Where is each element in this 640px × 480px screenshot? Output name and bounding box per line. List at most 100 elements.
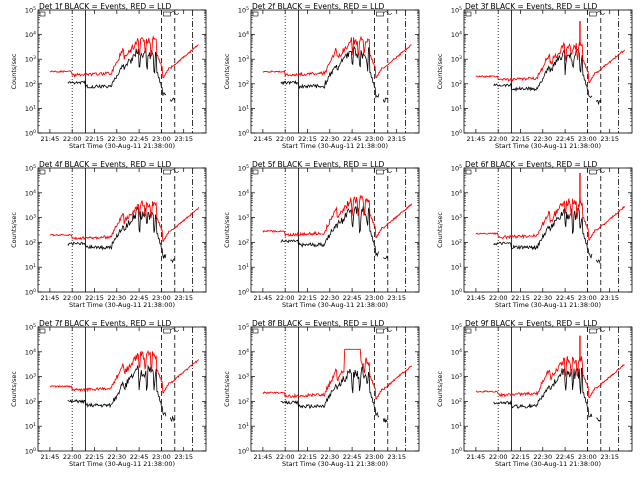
y-tick-label: 100 [451, 447, 462, 456]
flag-box-icon [465, 328, 472, 334]
y-tick-label: 104 [25, 189, 36, 198]
x-tick-label: 22:45 [343, 135, 362, 143]
lld-series-line [262, 348, 412, 400]
y-tick-label: 104 [25, 348, 36, 357]
y-tick-label: 102 [238, 397, 249, 406]
plot-frame [463, 167, 633, 293]
y-tick-label: 102 [451, 238, 462, 247]
y-tick-exponent: 0 [246, 288, 249, 294]
x-tick-label: 22:30 [533, 453, 552, 461]
flag-box-icon [376, 328, 384, 334]
y-tick-label: 105 [238, 6, 249, 15]
flag-box-icon [589, 11, 597, 17]
y-axis-label: Counts/sec [436, 53, 444, 89]
panel-title: Det 8f BLACK = Events, RED = LLD [252, 319, 385, 328]
y-tick-exponent: 3 [246, 55, 249, 61]
flag-box-icon [163, 11, 171, 17]
panel-title: Det 2f BLACK = Events, RED = LLD [252, 2, 385, 11]
x-tick-label: 23:15 [174, 453, 193, 461]
y-tick-exponent: 1 [33, 422, 36, 428]
y-tick-label: 102 [25, 80, 36, 89]
events-series-line [67, 206, 167, 260]
events-series-line [280, 46, 380, 99]
x-tick-label: 23:15 [387, 453, 406, 461]
y-tick-exponent: 1 [459, 104, 462, 110]
y-tick-exponent: 2 [459, 238, 462, 244]
events-series-line [596, 417, 602, 423]
x-tick-label: 22:30 [320, 135, 339, 143]
lld-series-line [49, 349, 199, 394]
events-series-line [493, 367, 593, 418]
x-tick-label: 22:00 [63, 294, 82, 302]
y-tick-exponent: 4 [246, 348, 249, 354]
x-tick-label: 22:30 [320, 294, 339, 302]
x-tick-label: 22:30 [107, 135, 126, 143]
events-series-line [67, 47, 167, 96]
y-tick-label: 105 [451, 6, 462, 15]
x-tick-label: 22:45 [130, 294, 149, 302]
flag-wave-icon [596, 11, 606, 15]
x-tick-label: 22:30 [107, 453, 126, 461]
x-tick-label: 22:00 [489, 135, 508, 143]
flag-wave-icon [596, 169, 606, 173]
y-tick-exponent: 5 [33, 323, 36, 329]
y-axis-label: Counts/sec [10, 53, 18, 89]
y-tick-label: 103 [238, 373, 249, 382]
panel-title: Det 9f BLACK = Events, RED = LLD [465, 319, 598, 328]
y-tick-label: 102 [25, 238, 36, 247]
lld-series-line [49, 200, 200, 242]
x-tick-label: 23:15 [174, 294, 193, 302]
y-tick-exponent: 4 [459, 189, 462, 195]
x-axis-label: Start Time (30-Aug-11 21:38:00) [69, 301, 175, 309]
y-tick-exponent: 1 [459, 263, 462, 269]
y-axis-label: Counts/sec [223, 371, 231, 407]
x-tick-label: 23:15 [387, 135, 406, 143]
events-series-line [169, 415, 176, 423]
y-tick-label: 101 [238, 263, 249, 272]
y-tick-exponent: 2 [459, 397, 462, 403]
y-tick-label: 101 [451, 422, 462, 431]
y-tick-exponent: 2 [33, 238, 36, 244]
y-tick-exponent: 4 [246, 31, 249, 37]
events-series-line [493, 48, 593, 98]
panel-det-6f: Det 6f BLACK = Events, RED = LLD10010110… [436, 160, 633, 309]
y-tick-label: 103 [451, 373, 462, 382]
y-tick-exponent: 2 [33, 397, 36, 403]
flag-box-icon [163, 328, 171, 334]
y-tick-label: 102 [451, 80, 462, 89]
x-axis-label: Start Time (30-Aug-11 21:38:00) [495, 142, 601, 150]
y-axis-label: Counts/sec [436, 371, 444, 407]
y-tick-label: 104 [25, 31, 36, 40]
plot-frame [37, 167, 207, 293]
y-tick-label: 101 [451, 263, 462, 272]
y-tick-label: 100 [451, 129, 462, 138]
x-tick-label: 22:15 [85, 294, 104, 302]
flag-wave-icon [596, 328, 606, 332]
x-tick-label: 21:45 [254, 135, 273, 143]
y-tick-exponent: 4 [246, 189, 249, 195]
x-axis-label: Start Time (30-Aug-11 21:38:00) [282, 142, 388, 150]
y-tick-exponent: 4 [33, 31, 36, 37]
x-tick-label: 22:45 [343, 294, 362, 302]
y-tick-exponent: 5 [459, 164, 462, 170]
flag-wave-icon [383, 328, 393, 332]
y-tick-label: 101 [238, 422, 249, 431]
x-axis-label: Start Time (30-Aug-11 21:38:00) [495, 460, 601, 468]
events-series-line [170, 258, 175, 264]
y-tick-exponent: 2 [459, 80, 462, 86]
y-axis-label: Counts/sec [223, 53, 231, 89]
y-tick-exponent: 2 [246, 238, 249, 244]
events-series-line [280, 205, 380, 258]
plot-frame [37, 9, 207, 134]
x-tick-label: 22:00 [276, 453, 295, 461]
y-tick-label: 104 [451, 31, 462, 40]
x-tick-label: 22:15 [511, 453, 530, 461]
x-tick-label: 22:15 [298, 135, 317, 143]
flag-box-icon [589, 169, 597, 175]
panel-det-3f: Det 3f BLACK = Events, RED = LLD10010110… [436, 2, 633, 150]
panel-det-9f: Det 9f BLACK = Events, RED = LLD 100 101 10… [436, 319, 633, 468]
y-tick-label: 101 [451, 104, 462, 113]
y-tick-label: 104 [451, 189, 462, 198]
y-tick-exponent: 5 [33, 164, 36, 170]
x-tick-label: 21:45 [41, 453, 60, 461]
